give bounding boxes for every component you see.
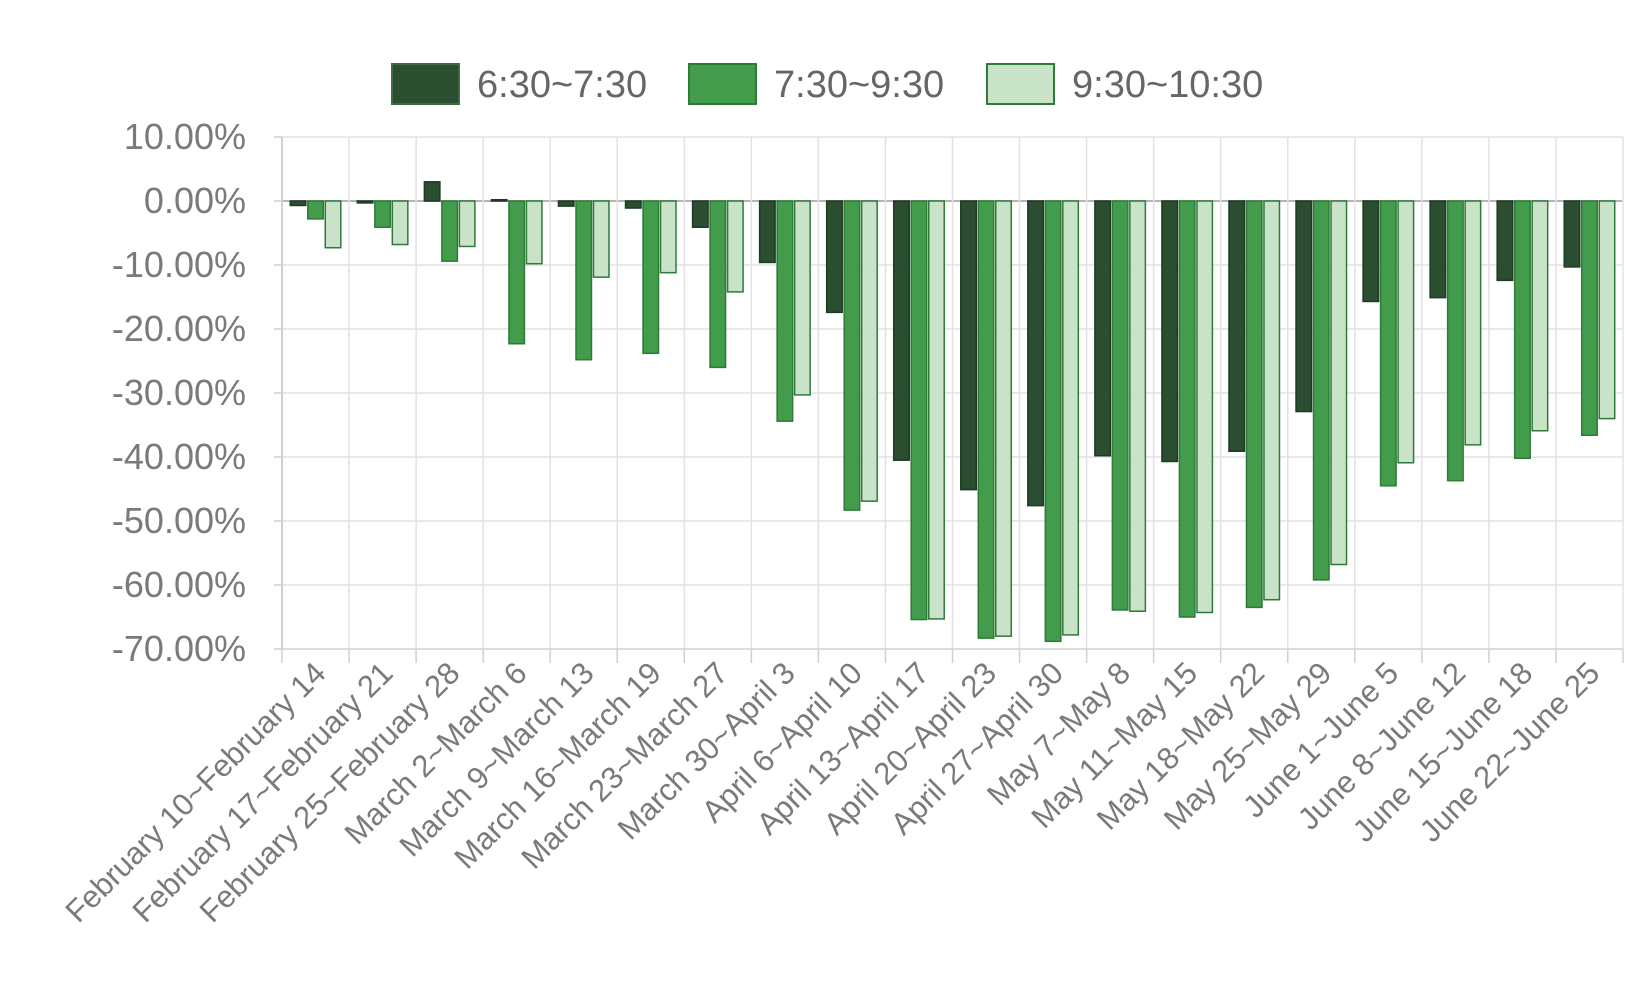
bar (1531, 200, 1549, 432)
bar (642, 200, 660, 355)
legend-swatch (391, 63, 460, 105)
bars (289, 181, 1616, 643)
bar (624, 200, 642, 209)
legend-label: 7:30~9:30 (774, 64, 944, 106)
bar (1563, 200, 1581, 268)
bar (1379, 200, 1397, 487)
bar (1178, 200, 1196, 618)
bar (441, 200, 459, 262)
bar (776, 200, 794, 422)
bar (289, 200, 307, 207)
bar (1044, 200, 1062, 643)
bar (1580, 200, 1598, 436)
y-tick-label: -30.00% (112, 372, 246, 413)
bar (691, 200, 709, 228)
legend-label: 9:30~10:30 (1072, 64, 1263, 106)
bar (892, 200, 910, 461)
bar (1598, 200, 1616, 420)
bar (1429, 200, 1447, 299)
bar (508, 200, 526, 345)
legend-swatch (688, 63, 757, 105)
bar (1228, 200, 1246, 452)
bar (525, 200, 543, 265)
bar (307, 200, 325, 220)
y-tick-label: -40.00% (112, 436, 246, 477)
bar (927, 200, 945, 620)
bar (458, 200, 476, 248)
y-tick-label: -70.00% (112, 628, 246, 669)
bar (1362, 200, 1380, 303)
y-tick-label: -50.00% (112, 500, 246, 541)
bar (910, 200, 928, 621)
x-tick-label: February 10~February 14 (59, 655, 333, 929)
bar (1129, 200, 1147, 612)
bar (1397, 200, 1415, 464)
bar (324, 200, 342, 249)
bar (1513, 200, 1531, 460)
bar (1245, 200, 1263, 609)
bar (575, 200, 593, 361)
bar (1464, 200, 1482, 446)
axes (274, 136, 1624, 663)
y-tick-label: -10.00% (112, 244, 246, 285)
legend: 6:30~7:30 7:30~9:30 9:30~10:30 (391, 63, 1263, 106)
bar (1295, 200, 1313, 413)
y-tick-label: 10.00% (124, 116, 246, 157)
x-tick-label: February 17~February 21 (126, 655, 400, 929)
bar (977, 200, 995, 639)
bar (758, 200, 776, 264)
bar (1263, 200, 1281, 601)
bar (1330, 200, 1348, 566)
grid-lines (281, 136, 1624, 650)
bar (1062, 200, 1080, 636)
y-tick-label: 0.00% (144, 180, 246, 221)
y-axis-tick-labels: 10.00% 0.00% -10.00% -20.00% -30.00% -40.00% -… (112, 116, 246, 669)
bar (423, 181, 441, 202)
bar (391, 200, 409, 246)
bar (960, 200, 978, 491)
bar (793, 200, 811, 396)
bar (592, 200, 610, 278)
bar (843, 200, 861, 511)
y-tick-label: -60.00% (112, 564, 246, 605)
bar (659, 200, 677, 274)
bar (995, 200, 1013, 637)
legend-swatch (986, 63, 1055, 105)
bar (709, 200, 727, 369)
bar (1161, 200, 1179, 463)
bar (1496, 200, 1514, 282)
bar (490, 198, 508, 202)
bar (1027, 200, 1045, 507)
bar (356, 200, 374, 204)
x-tick-label: February 25~February 28 (193, 655, 467, 929)
bar (557, 200, 575, 207)
bar (860, 200, 878, 502)
legend-label: 6:30~7:30 (477, 64, 647, 106)
bar (1196, 200, 1214, 614)
bar (825, 200, 843, 314)
bar (1312, 200, 1330, 581)
bar (374, 200, 392, 228)
bar (1446, 200, 1464, 482)
bar (726, 200, 744, 293)
bar (1111, 200, 1129, 611)
y-tick-label: -20.00% (112, 308, 246, 349)
bar (1094, 200, 1112, 457)
